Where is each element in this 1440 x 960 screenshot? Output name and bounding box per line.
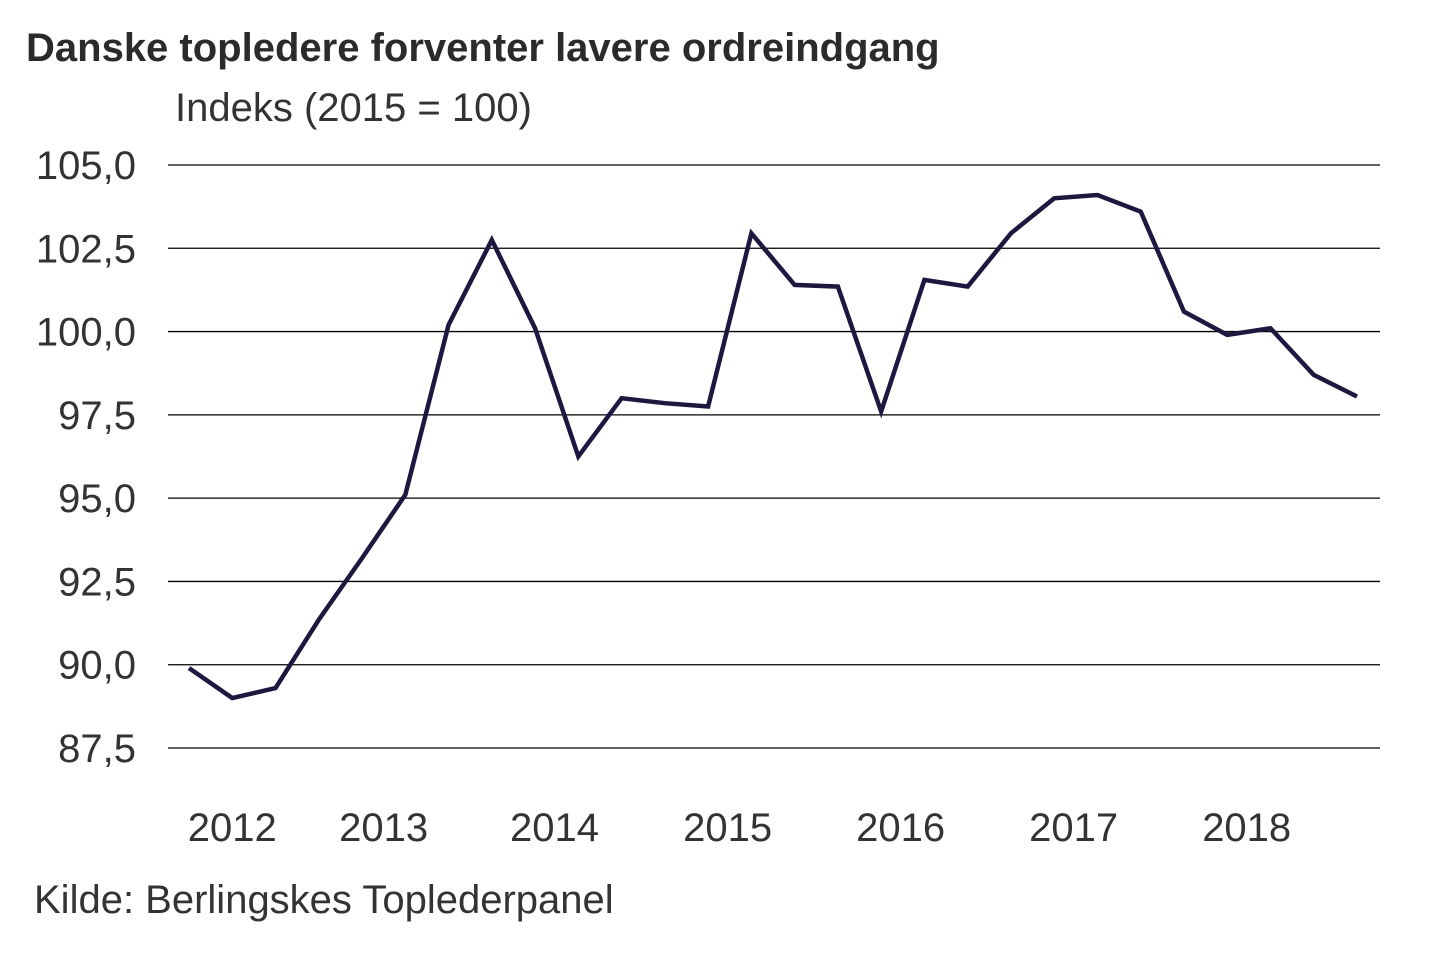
source-note: Kilde: Berlingskes Toplederpanel [34, 878, 614, 922]
x-tick-label: 2015 [683, 806, 772, 850]
x-tick-label: 2017 [1029, 806, 1118, 850]
y-tick-label: 95,0 [58, 477, 136, 521]
x-tick-label: 2013 [339, 806, 428, 850]
y-tick-label: 105,0 [36, 144, 136, 188]
y-tick-label: 90,0 [58, 644, 136, 688]
y-axis-label: Indeks (2015 = 100) [175, 86, 532, 130]
chart-title: Danske topledere forventer lavere ordrei… [26, 26, 940, 70]
x-tick-label: 2018 [1202, 806, 1291, 850]
series-line [187, 192, 1359, 701]
x-tick-label: 2012 [188, 806, 277, 850]
x-tick-label: 2014 [510, 806, 599, 850]
y-tick-label: 87,5 [58, 727, 136, 771]
y-tick-label: 92,5 [58, 560, 136, 604]
y-tick-label: 100,0 [36, 311, 136, 355]
x-tick-label: 2016 [856, 806, 945, 850]
y-tick-label: 102,5 [36, 227, 136, 271]
y-tick-label: 97,5 [58, 394, 136, 438]
